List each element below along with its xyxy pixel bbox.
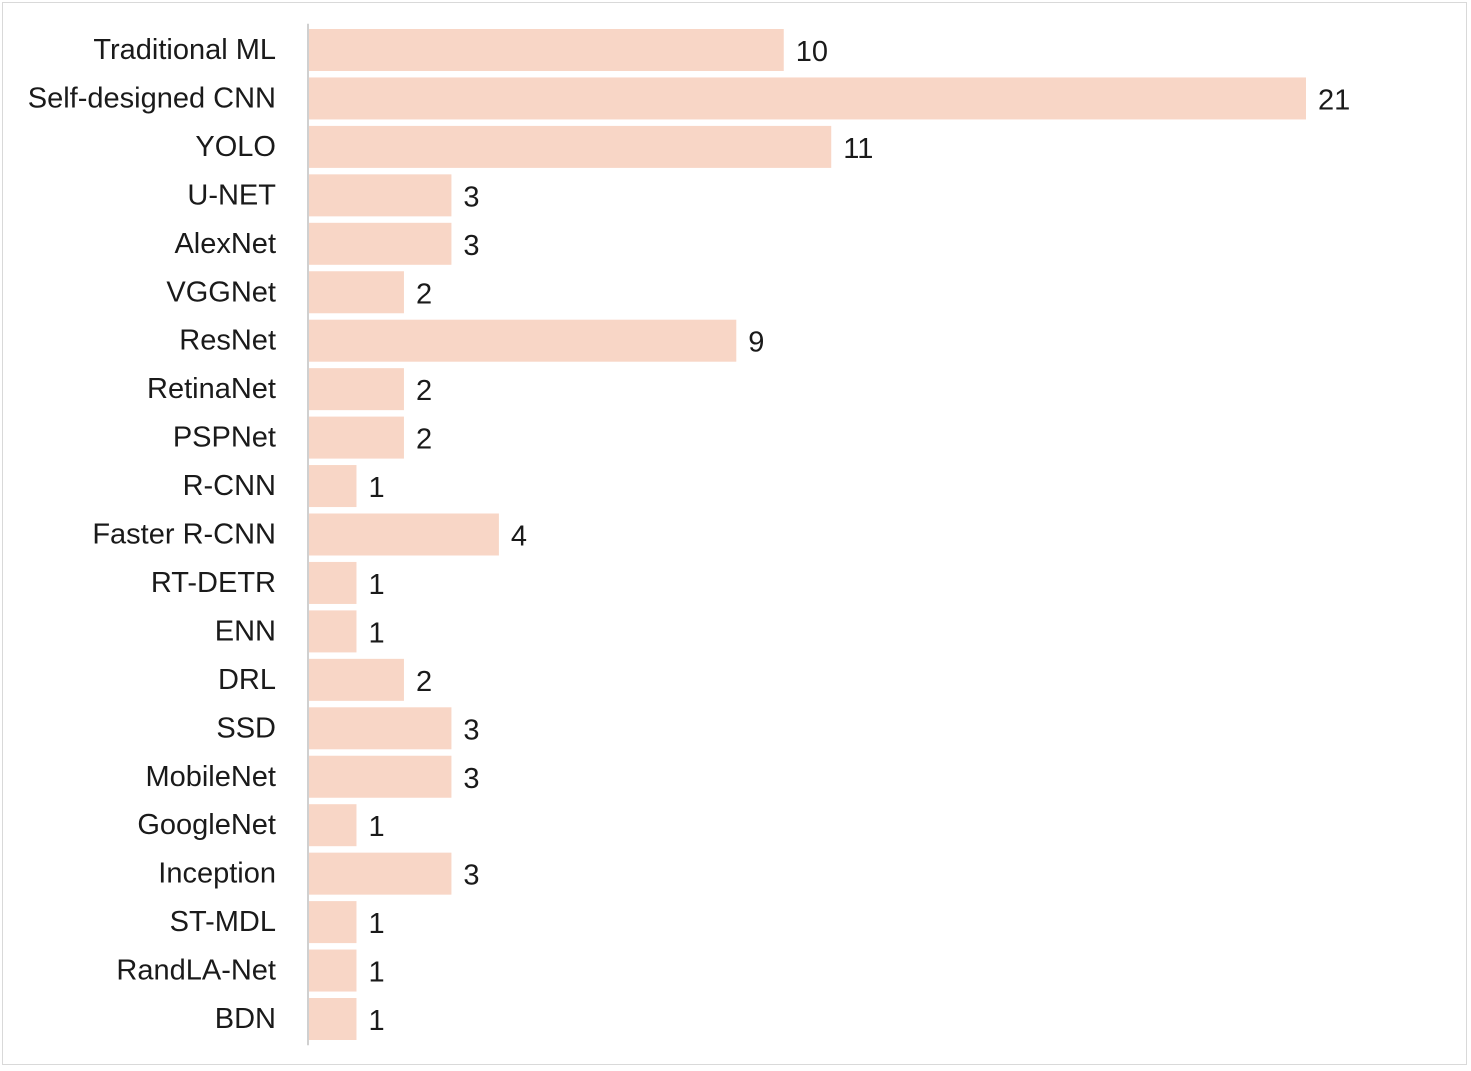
category-label: ResNet: [179, 325, 276, 357]
data-label: 3: [463, 860, 479, 892]
bar: [309, 561, 357, 604]
bar: [309, 610, 357, 653]
data-label: 10: [796, 36, 828, 68]
bar: [309, 271, 404, 314]
bar: [309, 998, 357, 1040]
category-label: VGGNet: [166, 276, 276, 308]
bar: [309, 852, 452, 895]
data-label: 2: [416, 424, 432, 456]
data-label: 11: [843, 133, 873, 165]
data-label: 1: [368, 569, 384, 601]
category-label: R-CNN: [183, 470, 276, 502]
category-label: RT-DETR: [151, 567, 276, 599]
data-label: 1: [368, 811, 384, 843]
category-label: ST-MDL: [170, 906, 276, 938]
data-label: 21: [1318, 84, 1350, 116]
bar: [309, 416, 404, 459]
bar: [309, 77, 1306, 120]
category-label: BDN: [215, 1003, 276, 1035]
category-label: Faster R-CNN: [92, 519, 276, 551]
data-label: 1: [368, 1005, 384, 1037]
bar: [309, 901, 357, 944]
bar: [309, 755, 452, 798]
category-label: Self-designed CNN: [28, 82, 276, 114]
category-label: AlexNet: [174, 228, 276, 260]
category-label: GoogleNet: [137, 809, 276, 841]
data-label: 1: [368, 617, 384, 649]
bar: [309, 707, 452, 750]
category-label: PSPNet: [173, 422, 276, 454]
bar: [309, 368, 404, 411]
category-label: DRL: [218, 664, 276, 696]
bar: [309, 174, 452, 217]
data-label: 1: [368, 957, 384, 989]
category-label: RetinaNet: [147, 373, 276, 405]
data-label: 1: [368, 472, 384, 504]
data-label: 2: [416, 666, 432, 698]
data-label: 3: [463, 763, 479, 795]
bar: [309, 804, 357, 847]
data-label: 3: [463, 181, 479, 213]
data-label: 1: [368, 908, 384, 940]
bar: [309, 29, 784, 71]
category-label: Inception: [158, 858, 276, 890]
data-label: 3: [463, 230, 479, 262]
bar: [309, 658, 404, 701]
bar: [309, 222, 452, 265]
category-label: MobileNet: [145, 761, 276, 793]
category-label: RandLA-Net: [116, 955, 276, 987]
category-label: SSD: [216, 712, 276, 744]
bar: [309, 513, 499, 556]
category-label: Traditional ML: [93, 34, 276, 66]
data-label: 3: [463, 714, 479, 746]
bar: [309, 949, 357, 992]
data-label: 4: [511, 521, 527, 553]
data-label: 2: [416, 375, 432, 407]
category-label: U-NET: [187, 179, 276, 211]
bar: [309, 125, 832, 168]
data-label: 9: [748, 327, 764, 359]
category-label: YOLO: [195, 131, 276, 163]
bar: [309, 465, 357, 508]
category-label: ENN: [215, 615, 276, 647]
bar: [309, 319, 737, 362]
data-label: 2: [416, 278, 432, 310]
